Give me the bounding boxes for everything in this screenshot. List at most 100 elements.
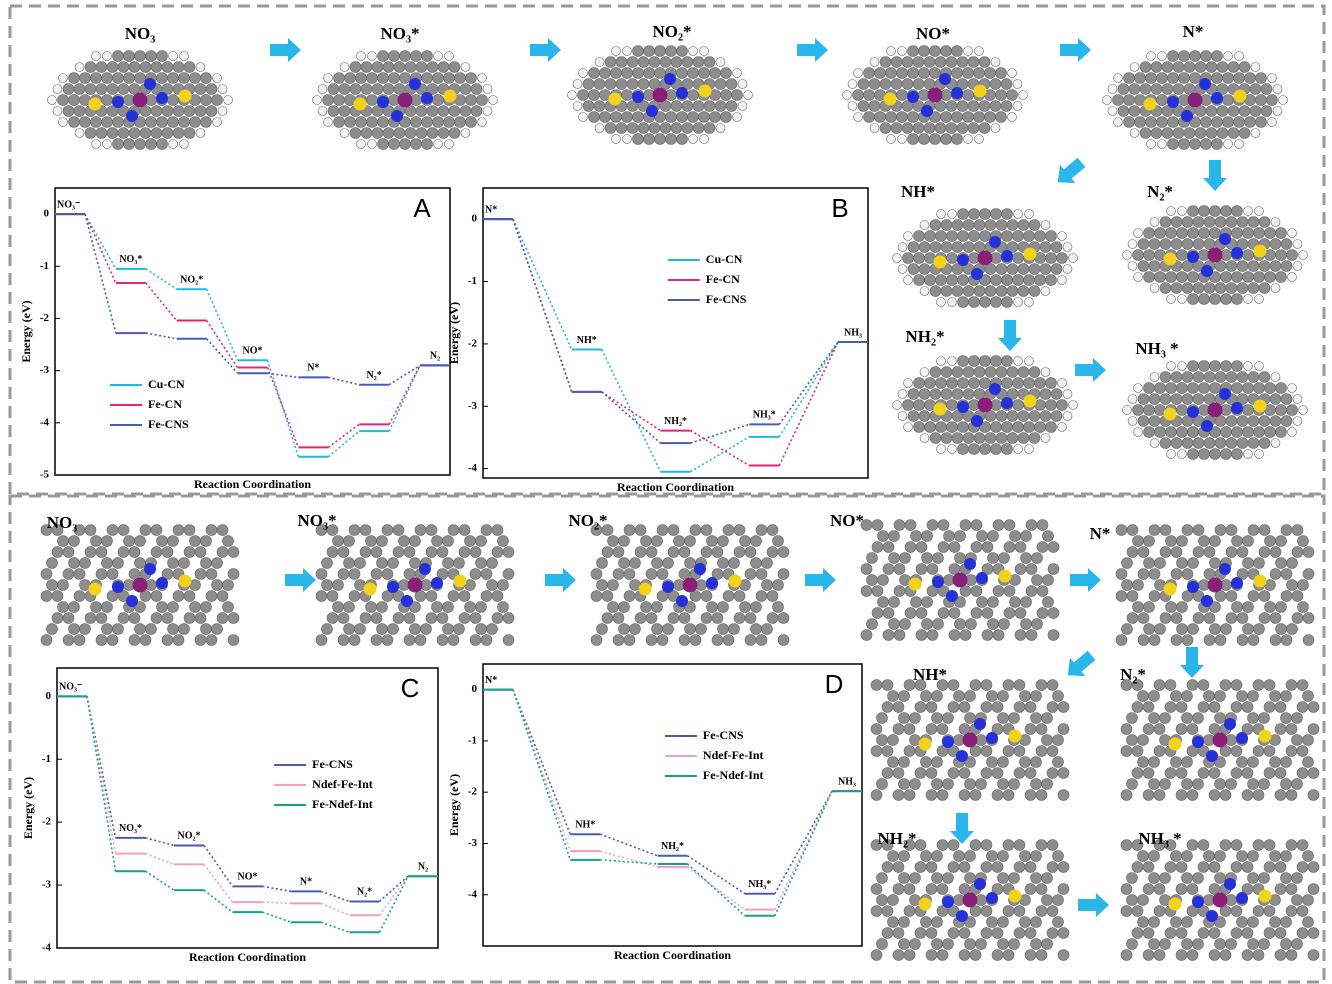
hydrogen-atom bbox=[1167, 450, 1176, 459]
carbon-atom bbox=[1276, 602, 1287, 613]
carbon-atom bbox=[1254, 624, 1265, 635]
carbon-atom bbox=[454, 624, 465, 635]
carbon-atom bbox=[201, 73, 212, 84]
carbon-atom bbox=[1124, 117, 1135, 128]
carbon-atom bbox=[173, 525, 184, 536]
carbon-atom bbox=[946, 101, 957, 112]
carbon-atom bbox=[1018, 264, 1029, 275]
carbon-atom bbox=[1146, 73, 1157, 84]
hydrogen-atom bbox=[689, 135, 698, 144]
carbon-atom bbox=[1231, 862, 1242, 873]
hydrogen-atom bbox=[1167, 207, 1176, 216]
nitrogen-atom bbox=[676, 595, 688, 607]
structure-label: NO* bbox=[830, 511, 864, 530]
legend-label: Ndef-Fe-Int bbox=[703, 748, 764, 762]
carbon-atom bbox=[1029, 411, 1040, 422]
carbon-atom bbox=[977, 597, 988, 608]
carbon-atom bbox=[905, 542, 916, 553]
hydrogen-atom bbox=[1178, 295, 1187, 304]
carbon-atom bbox=[206, 591, 217, 602]
carbon-atom bbox=[1018, 286, 1029, 297]
carbon-atom bbox=[1239, 62, 1250, 73]
carbon-atom bbox=[140, 62, 151, 73]
carbon-atom bbox=[1149, 525, 1160, 536]
carbon-atom bbox=[449, 106, 460, 117]
carbon-atom bbox=[58, 602, 69, 613]
carbon-atom bbox=[1286, 906, 1297, 917]
carbon-atom bbox=[861, 564, 872, 575]
molecule bbox=[893, 356, 1078, 455]
hydrogen-atom bbox=[1271, 218, 1280, 227]
carbon-atom bbox=[619, 624, 630, 635]
carbon-atom bbox=[1047, 680, 1058, 691]
carbon-atom bbox=[1122, 558, 1133, 569]
carbon-atom bbox=[930, 286, 941, 297]
carbon-atom bbox=[914, 400, 925, 411]
carbon-atom bbox=[756, 569, 767, 580]
carbon-atom bbox=[96, 569, 107, 580]
carbon-atom bbox=[1210, 536, 1221, 547]
carbon-atom bbox=[993, 630, 1004, 641]
carbon-atom bbox=[1239, 128, 1250, 139]
carbon-atom bbox=[1221, 206, 1232, 217]
carbon-atom bbox=[1237, 217, 1248, 228]
carbon-atom bbox=[979, 123, 990, 134]
carbon-atom bbox=[1297, 702, 1308, 713]
carbon-atom bbox=[443, 602, 454, 613]
carbon-atom bbox=[718, 624, 729, 635]
carbon-atom bbox=[935, 123, 946, 134]
nitrogen-atom bbox=[112, 581, 124, 593]
carbon-atom bbox=[778, 547, 789, 558]
connector bbox=[380, 876, 409, 915]
carbon-atom bbox=[996, 367, 1007, 378]
carbon-atom bbox=[1193, 283, 1204, 294]
carbon-atom bbox=[952, 286, 963, 297]
carbon-atom bbox=[1046, 378, 1057, 389]
carbon-atom bbox=[633, 134, 644, 145]
carbon-atom bbox=[1133, 250, 1144, 261]
carbon-atom bbox=[378, 73, 389, 84]
carbon-atom bbox=[872, 542, 883, 553]
carbon-atom bbox=[921, 691, 932, 702]
carbon-atom bbox=[1308, 862, 1319, 873]
carbon-atom bbox=[1276, 405, 1287, 416]
arrow bbox=[1078, 893, 1109, 917]
carbon-atom bbox=[1036, 746, 1047, 757]
carbon-atom bbox=[212, 624, 223, 635]
carbon-atom bbox=[437, 635, 448, 646]
carbon-atom bbox=[69, 602, 80, 613]
carbon-atom bbox=[328, 106, 339, 117]
carbon-atom bbox=[1259, 217, 1270, 228]
carbon-atom bbox=[416, 62, 427, 73]
nitrogen-atom bbox=[144, 563, 156, 575]
hydrogen-atom bbox=[180, 140, 189, 149]
carbon-atom bbox=[1287, 580, 1298, 591]
hydrogen-atom bbox=[1167, 362, 1176, 371]
carbon-atom bbox=[168, 602, 179, 613]
molecule bbox=[1121, 840, 1319, 961]
carbon-atom bbox=[970, 950, 981, 961]
carbon-atom bbox=[47, 580, 58, 591]
carbon-atom bbox=[1217, 128, 1228, 139]
carbon-atom bbox=[146, 139, 157, 150]
carbon-atom bbox=[476, 624, 487, 635]
carbon-atom bbox=[756, 591, 767, 602]
carbon-atom bbox=[201, 95, 212, 106]
carbon-atom bbox=[1002, 444, 1013, 455]
arrow bbox=[797, 38, 828, 62]
carbon-atom bbox=[913, 57, 924, 68]
hydrogen-atom bbox=[1255, 207, 1264, 216]
carbon-atom bbox=[1025, 768, 1036, 779]
carbon-atom bbox=[679, 547, 690, 558]
carbon-atom bbox=[919, 46, 930, 57]
hydrogen-atom bbox=[483, 85, 492, 94]
carbon-atom bbox=[921, 851, 932, 862]
structure-label: NO* bbox=[916, 24, 950, 43]
carbon-atom bbox=[1124, 95, 1135, 106]
carbon-atom bbox=[1281, 691, 1292, 702]
carbon-atom bbox=[902, 57, 913, 68]
hydrogen-atom bbox=[1128, 395, 1137, 404]
carbon-atom bbox=[949, 608, 960, 619]
carbon-atom bbox=[190, 73, 201, 84]
hydrogen-atom bbox=[870, 124, 879, 133]
